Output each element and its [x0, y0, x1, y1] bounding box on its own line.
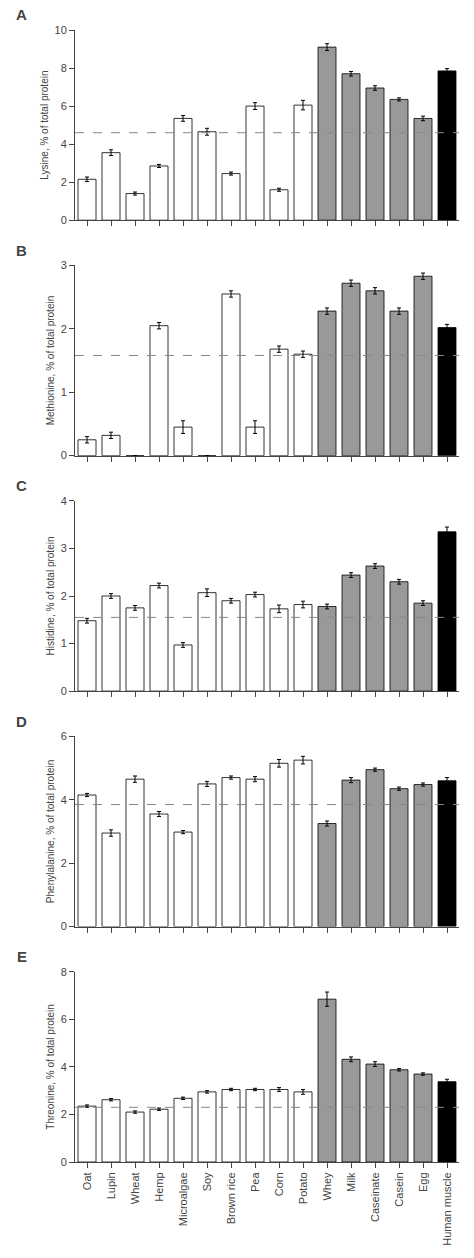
- svg-text:2: 2: [61, 590, 67, 602]
- svg-text:0: 0: [61, 685, 67, 697]
- svg-text:2: 2: [61, 857, 67, 869]
- svg-text:0: 0: [61, 920, 67, 932]
- svg-text:Soy: Soy: [201, 1172, 213, 1191]
- svg-text:Human muscle: Human muscle: [441, 1172, 453, 1245]
- svg-text:4: 4: [61, 138, 67, 150]
- svg-text:Casein: Casein: [393, 1172, 405, 1206]
- svg-text:4: 4: [61, 794, 67, 806]
- svg-text:2: 2: [61, 1108, 67, 1120]
- svg-text:6: 6: [61, 730, 67, 742]
- svg-text:Microalgae: Microalgae: [177, 1172, 189, 1226]
- svg-text:B: B: [16, 242, 27, 259]
- svg-text:4: 4: [61, 1061, 67, 1073]
- svg-text:6: 6: [61, 1013, 67, 1025]
- svg-text:Threonine, % of total protein: Threonine, % of total protein: [45, 1004, 56, 1130]
- svg-text:Potato: Potato: [297, 1172, 309, 1204]
- svg-text:Brown rice: Brown rice: [225, 1172, 237, 1224]
- svg-text:C: C: [16, 477, 27, 494]
- svg-text:A: A: [16, 6, 27, 23]
- svg-text:8: 8: [61, 966, 67, 978]
- svg-text:D: D: [16, 713, 27, 730]
- svg-text:Oat: Oat: [81, 1172, 93, 1190]
- svg-text:0: 0: [61, 449, 67, 461]
- svg-text:Hemp: Hemp: [153, 1172, 165, 1201]
- svg-text:2: 2: [61, 176, 67, 188]
- svg-text:E: E: [17, 948, 27, 965]
- svg-text:Milk: Milk: [345, 1172, 357, 1192]
- svg-text:3: 3: [61, 259, 67, 271]
- svg-text:10: 10: [55, 24, 67, 36]
- svg-text:0: 0: [61, 214, 67, 226]
- svg-text:Corn: Corn: [273, 1172, 285, 1196]
- svg-text:Lupin: Lupin: [105, 1172, 117, 1199]
- svg-text:Pea: Pea: [249, 1172, 261, 1192]
- svg-text:Egg: Egg: [417, 1172, 429, 1192]
- svg-text:6: 6: [61, 100, 67, 112]
- svg-text:Phenylalanine, % of total prot: Phenylalanine, % of total protein: [45, 760, 56, 903]
- svg-text:Caseinate: Caseinate: [369, 1172, 381, 1222]
- svg-text:8: 8: [61, 62, 67, 74]
- svg-text:0: 0: [61, 1156, 67, 1168]
- svg-text:2: 2: [61, 323, 67, 335]
- svg-text:3: 3: [61, 542, 67, 554]
- svg-text:Lysine, % of total protein: Lysine, % of total protein: [39, 71, 50, 180]
- svg-text:4: 4: [61, 495, 67, 507]
- svg-text:Whey: Whey: [321, 1172, 333, 1201]
- svg-text:Wheat: Wheat: [129, 1172, 141, 1204]
- svg-text:Histidine, % of total protein: Histidine, % of total protein: [45, 537, 56, 656]
- svg-text:1: 1: [61, 386, 67, 398]
- svg-text:Methionine, % of total protein: Methionine, % of total protein: [45, 296, 56, 426]
- svg-text:1: 1: [61, 637, 67, 649]
